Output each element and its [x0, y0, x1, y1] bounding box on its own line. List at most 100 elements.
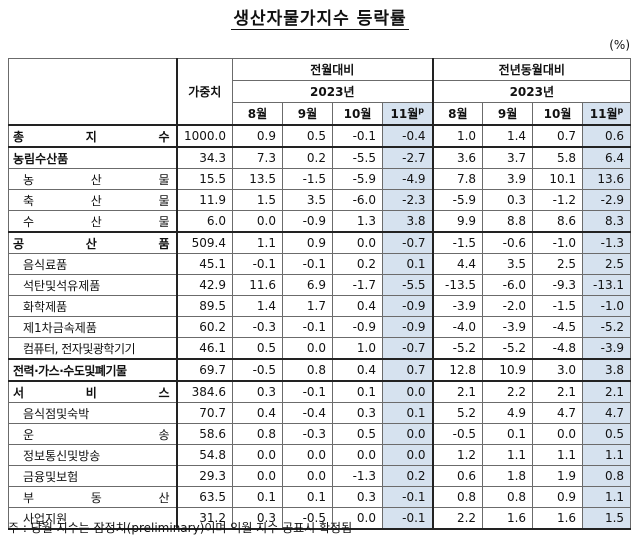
table-row: 부 동 산 63.5 0.1 0.1 0.3 -0.1 0.8 0.8 0.9 1.1	[8, 486, 632, 508]
weight-cell: 15.5	[176, 168, 233, 190]
header-yoy-year: 2023년	[431, 80, 632, 103]
mom-cell: 0.0	[232, 465, 283, 487]
yoy-cell: 4.7	[532, 402, 584, 424]
row-label: 농 산 물	[8, 168, 178, 190]
header-weight: 가중치	[176, 58, 233, 126]
row-label: 음식료품	[8, 253, 178, 275]
mom-cell: 3.5	[282, 189, 333, 211]
weight-cell: 54.8	[176, 444, 233, 466]
yoy-cell: 3.0	[532, 358, 584, 382]
yoy-cell: -4.5	[532, 316, 584, 338]
yoy-cell: -0.5	[431, 423, 484, 445]
mom-cell: 0.0	[232, 210, 283, 233]
table-row: 운 송 58.6 0.8 -0.3 0.5 0.0 -0.5 0.1 0.0 0.5	[8, 423, 632, 445]
yoy-cell: 2.2	[482, 380, 534, 403]
mom-cell: 0.0	[381, 423, 434, 445]
yoy-cell: 0.7	[532, 124, 584, 148]
mom-cell: 0.1	[332, 380, 383, 403]
yoy-cell: 8.8	[482, 210, 534, 233]
yoy-cell: 2.5	[582, 253, 632, 275]
table-row: 농림수산품 34.3 7.3 0.2 -5.5 -2.7 3.6 3.7 5.8 6.4	[8, 146, 632, 169]
yoy-cell: -4.8	[532, 337, 584, 360]
mom-cell: -5.5	[381, 274, 434, 296]
mom-cell: -5.5	[332, 146, 383, 169]
weight-cell: 70.7	[176, 402, 233, 424]
mom-cell: 0.0	[332, 231, 383, 254]
mom-cell: -1.7	[332, 274, 383, 296]
mom-cell: -0.4	[282, 402, 333, 424]
mom-cell: -0.9	[332, 316, 383, 338]
mom-cell: -1.5	[282, 168, 333, 190]
mom-cell: 0.5	[282, 124, 333, 148]
row-label: 수 산 물	[8, 210, 178, 233]
mom-cell: 0.5	[232, 337, 283, 360]
mom-cell: 13.5	[232, 168, 283, 190]
weight-cell: 384.6	[176, 380, 233, 403]
row-label: 제1차금속제품	[8, 316, 178, 338]
yoy-cell: -2.9	[582, 189, 632, 211]
mom-cell: -0.4	[381, 124, 434, 148]
mom-cell: -0.1	[282, 316, 333, 338]
yoy-cell: -1.3	[582, 231, 632, 254]
month-label: 9월	[497, 107, 518, 121]
yoy-cell: -5.2	[482, 337, 534, 360]
mom-cell: 0.4	[232, 402, 283, 424]
yoy-cell: -3.9	[482, 316, 534, 338]
mom-cell: 0.0	[332, 444, 383, 466]
yoy-cell: 2.5	[532, 253, 584, 275]
mom-cell: -0.7	[381, 337, 434, 360]
yoy-cell: 0.5	[582, 423, 632, 445]
mom-cell: 0.8	[282, 358, 333, 382]
row-label: 공 산 품	[8, 231, 178, 254]
yoy-cell: 10.9	[482, 358, 534, 382]
yoy-cell: -1.5	[431, 231, 484, 254]
mom-cell: -0.5	[282, 507, 333, 530]
yoy-cell: 8.6	[532, 210, 584, 233]
yoy-cell: -5.2	[431, 337, 484, 360]
mom-cell: 0.0	[282, 337, 333, 360]
yoy-cell: -9.3	[532, 274, 584, 296]
mom-cell: 1.4	[232, 295, 283, 317]
mom-cell: 0.3	[332, 402, 383, 424]
row-label: 컴퓨터, 전자및광학기기	[8, 337, 178, 360]
table-row: 사업지원 31.2 0.3 -0.5 0.0 -0.1 2.2 1.6 1.6 1.5	[8, 507, 632, 530]
mom-cell: -2.7	[381, 146, 434, 169]
mom-cell: -0.1	[282, 380, 333, 403]
mom-cell: 1.0	[332, 337, 383, 360]
yoy-cell: 1.2	[431, 444, 484, 466]
yoy-cell: 13.6	[582, 168, 632, 190]
row-label: 정보통신및방송	[8, 444, 178, 466]
table-row: 금융및보험 29.3 0.0 0.0 -1.3 0.2 0.6 1.8 1.9 0.8	[8, 465, 632, 487]
table-row: 총 지 수 1000.0 0.9 0.5 -0.1 -0.4 1.0 1.4 0.7 0.6	[8, 124, 632, 148]
footnote: 주 : 당월 지수는 잠정치(preliminary)이며 익월 지수 공표시 …	[8, 521, 353, 535]
yoy-cell: 0.6	[582, 124, 632, 148]
weight-cell: 6.0	[176, 210, 233, 233]
weight-cell: 60.2	[176, 316, 233, 338]
yoy-cell: 0.3	[482, 189, 534, 211]
yoy-cell: 6.4	[582, 146, 632, 169]
mom-cell: 0.0	[282, 444, 333, 466]
table-row: 정보통신및방송 54.8 0.0 0.0 0.0 0.0 1.2 1.1 1.1 1.1	[8, 444, 632, 466]
yoy-cell: -6.0	[482, 274, 534, 296]
month-label: 11월	[589, 107, 618, 121]
yoy-cell: 1.8	[482, 465, 534, 487]
yoy-cell: 0.8	[431, 486, 484, 508]
row-label: 총 지 수	[8, 124, 178, 148]
yoy-cell: -4.0	[431, 316, 484, 338]
mom-cell: 0.1	[381, 253, 434, 275]
yoy-cell: -13.1	[582, 274, 632, 296]
yoy-cell: 3.8	[582, 358, 632, 382]
mom-cell: 0.8	[232, 423, 283, 445]
yoy-cell: -1.0	[582, 295, 632, 317]
page-title: 생산자물가지수 등락률	[231, 9, 409, 30]
yoy-cell: 1.9	[532, 465, 584, 487]
mom-cell: 0.2	[282, 146, 333, 169]
yoy-cell: 7.8	[431, 168, 484, 190]
row-label: 농림수산품	[8, 146, 178, 169]
weight-cell: 34.3	[176, 146, 233, 169]
mom-cell: 3.8	[381, 210, 434, 233]
mom-cell: 0.7	[381, 358, 434, 382]
unit-label: (%)	[609, 38, 630, 52]
yoy-cell: 2.1	[532, 380, 584, 403]
weight-cell: 69.7	[176, 358, 233, 382]
